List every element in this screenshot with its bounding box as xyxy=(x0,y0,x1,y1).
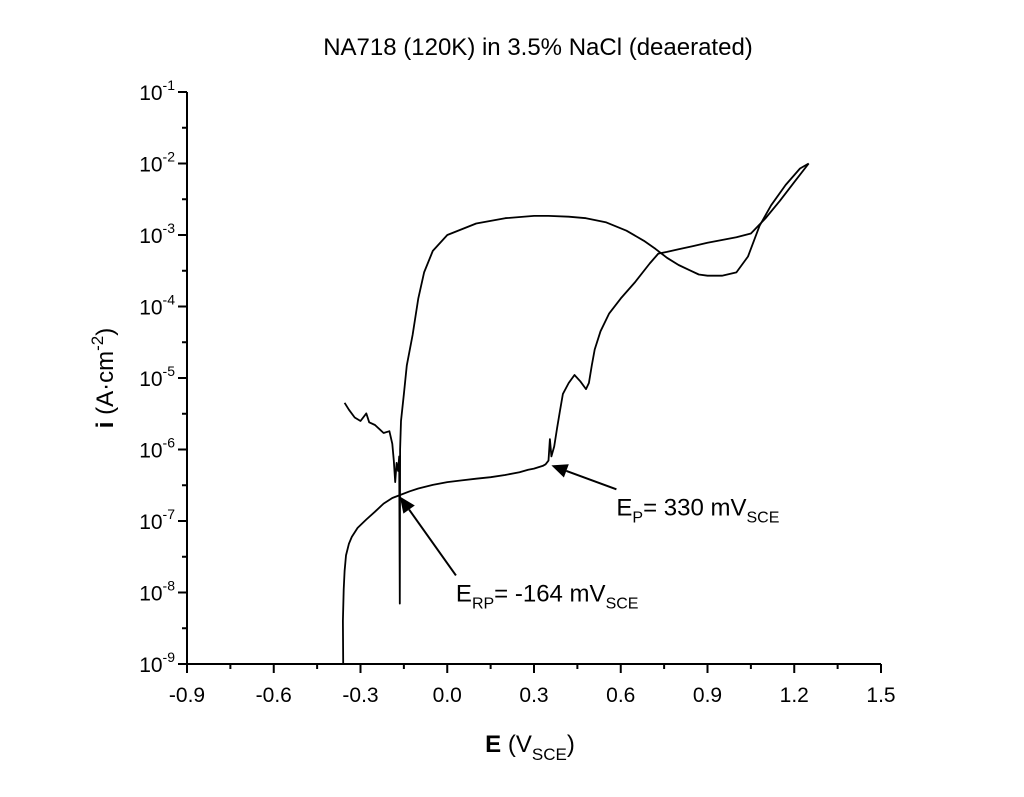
annotation-arrowhead xyxy=(551,464,569,478)
y-tick-exponent: -7 xyxy=(163,506,176,522)
chart-title: NA718 (120K) in 3.5% NaCl (deaerated) xyxy=(323,34,753,61)
x-axis-title: E (VSCE) xyxy=(485,731,575,764)
y-tick-exponent: -4 xyxy=(163,292,176,308)
y-tick-exponent: -1 xyxy=(163,77,176,93)
x-tick-label: 1.2 xyxy=(780,684,809,707)
y-axis-title-tail: ) xyxy=(92,328,119,336)
x-tick-label: 1.5 xyxy=(866,684,895,707)
y-tick-label: 10-2 xyxy=(139,149,175,177)
x-tick-label: 0.3 xyxy=(519,684,548,707)
y-tick-base: 10 xyxy=(139,511,162,534)
x-axis-title-symbol: E xyxy=(485,731,501,758)
y-tick-base: 10 xyxy=(139,583,162,606)
x-tick-label: 0.6 xyxy=(606,684,635,707)
axes-layer: -0.9 -0.6 -0.3 0.0 0.3 0.6 0.9 1.2 1.510-910-810… xyxy=(139,77,895,707)
y-axis-title-text: (A·cm xyxy=(92,351,119,422)
annotation-arrowhead xyxy=(399,496,415,514)
y-tick-exponent: -2 xyxy=(163,149,176,165)
y-tick-label: 10-8 xyxy=(139,578,175,606)
annotation-arrow-line xyxy=(408,508,457,577)
y-tick-base: 10 xyxy=(139,654,162,677)
y-tick-base: 10 xyxy=(139,82,162,105)
y-tick-base: 10 xyxy=(139,225,162,248)
y-tick-base: 10 xyxy=(139,154,162,177)
series-line-2 xyxy=(343,162,810,605)
y-tick-base: 10 xyxy=(139,368,162,391)
y-tick-exponent: -8 xyxy=(163,578,176,594)
y-tick-exponent: -6 xyxy=(163,435,176,451)
y-axis-title-sup: -2 xyxy=(88,336,107,351)
x-tick-label: 0.0 xyxy=(433,684,462,707)
annotation-arrow-line xyxy=(566,469,617,491)
y-tick-label: 10-7 xyxy=(139,506,175,534)
annotation-sub2: SCE xyxy=(606,595,639,612)
y-tick-label: 10-6 xyxy=(139,435,175,463)
y-tick-label: 10-9 xyxy=(139,649,175,677)
x-axis-title-sub: SCE xyxy=(532,745,567,764)
y-tick-label: 10-4 xyxy=(139,292,175,320)
annotation-text: = -164 mV xyxy=(494,580,605,607)
series-line-1 xyxy=(342,162,810,665)
y-tick-base: 10 xyxy=(139,297,162,320)
y-tick-label: 10-3 xyxy=(139,220,175,248)
x-tick-label: -0.9 xyxy=(169,684,205,707)
annotation-main: E xyxy=(456,580,472,607)
x-tick-label: -0.3 xyxy=(342,684,378,707)
x-axis-title-tail: ) xyxy=(567,731,575,758)
y-tick-label: 10-5 xyxy=(139,363,175,391)
annotation-sub2: SCE xyxy=(747,509,780,526)
x-tick-label: 0.9 xyxy=(693,684,722,707)
annotation-sub: P xyxy=(632,509,643,526)
y-tick-exponent: -3 xyxy=(163,220,176,236)
annotation-label-2: ERP= -164 mVSCE xyxy=(456,580,639,612)
y-tick-base: 10 xyxy=(139,440,162,463)
annotation-label-1: EP= 330 mVSCE xyxy=(616,494,779,526)
series-layer xyxy=(342,162,810,665)
annotation-main: E xyxy=(616,494,632,521)
x-axis-title-text: (V xyxy=(501,731,532,758)
y-axis-title-symbol: i xyxy=(92,422,119,429)
y-tick-label: 10-1 xyxy=(139,77,175,105)
y-tick-exponent: -9 xyxy=(163,649,176,665)
y-tick-exponent: -5 xyxy=(163,363,176,379)
y-axis-title: i (A·cm-2) xyxy=(88,328,119,428)
annotation-sub: RP xyxy=(472,595,494,612)
x-tick-label: -0.6 xyxy=(256,684,292,707)
annotation-text: = 330 mV xyxy=(643,494,746,521)
